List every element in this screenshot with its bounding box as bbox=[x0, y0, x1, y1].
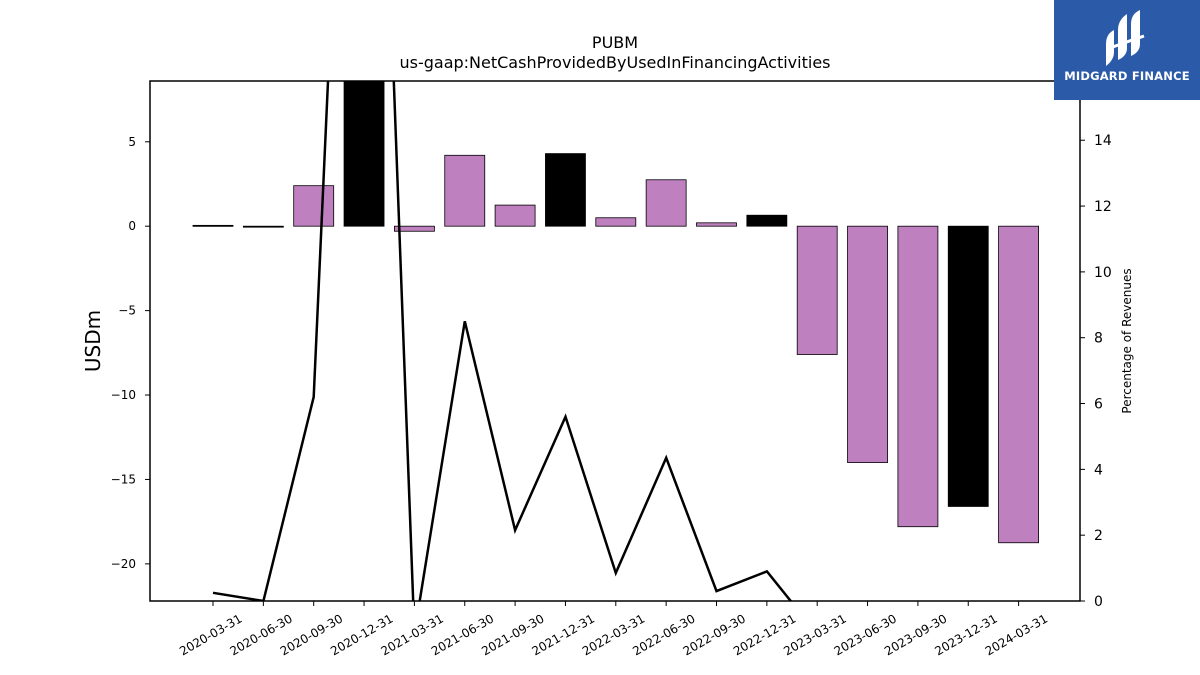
y2-tick-label: 14 bbox=[1094, 133, 1112, 149]
bar bbox=[494, 204, 536, 227]
y-tick-label: −10 bbox=[111, 388, 136, 402]
y-tick-label: −20 bbox=[111, 557, 136, 571]
y2-tick-label: 0 bbox=[1094, 594, 1103, 610]
y-tick-label: −15 bbox=[111, 472, 136, 486]
y2-tick-label: 10 bbox=[1094, 265, 1112, 281]
y-tick-label: −5 bbox=[118, 304, 136, 318]
bar bbox=[645, 179, 687, 227]
y-axis-right: 0 2 4 6 8 10 12 14 bbox=[1080, 133, 1112, 610]
logo-text: MIDGARD FINANCE bbox=[1064, 69, 1190, 83]
bar bbox=[998, 225, 1039, 544]
bar bbox=[545, 153, 586, 227]
bar bbox=[293, 185, 335, 227]
bar bbox=[393, 225, 435, 232]
bar bbox=[897, 225, 939, 528]
bar bbox=[444, 154, 486, 227]
brand-logo: MIDGARD FINANCE bbox=[1054, 0, 1200, 100]
bar bbox=[242, 225, 284, 228]
y2-tick-label: 6 bbox=[1094, 397, 1103, 413]
bar bbox=[796, 225, 838, 355]
series-line bbox=[212, 81, 793, 601]
y2-axis-label: Percentage of Revenues bbox=[1120, 268, 1134, 413]
line-layer bbox=[212, 81, 793, 601]
y-tick-label: 5 bbox=[128, 135, 136, 149]
y-axis-label: USDm bbox=[81, 310, 105, 372]
bar bbox=[746, 214, 788, 227]
chart-subtitle: us-gaap:NetCashProvidedByUsedInFinancing… bbox=[399, 53, 830, 72]
logo-mark-icon bbox=[1106, 10, 1145, 66]
bar bbox=[192, 224, 234, 227]
bar bbox=[343, 80, 385, 227]
y2-tick-label: 4 bbox=[1094, 462, 1103, 478]
bars-layer bbox=[192, 80, 1039, 544]
y-axis-left: 5 0 −5 −10 −15 −20 bbox=[111, 135, 150, 571]
plot-frame bbox=[149, 80, 1081, 602]
y-tick-label: 0 bbox=[128, 219, 136, 233]
chart-title: PUBM bbox=[592, 33, 638, 52]
bar bbox=[696, 222, 737, 227]
bar bbox=[595, 217, 637, 227]
y2-tick-label: 12 bbox=[1094, 199, 1112, 215]
y2-tick-label: 8 bbox=[1094, 331, 1103, 347]
bar bbox=[947, 225, 989, 507]
bar bbox=[847, 225, 888, 463]
y2-tick-label: 2 bbox=[1094, 528, 1103, 544]
x-axis: 2020-03-312020-06-302020-09-302020-12-31… bbox=[177, 601, 1050, 658]
